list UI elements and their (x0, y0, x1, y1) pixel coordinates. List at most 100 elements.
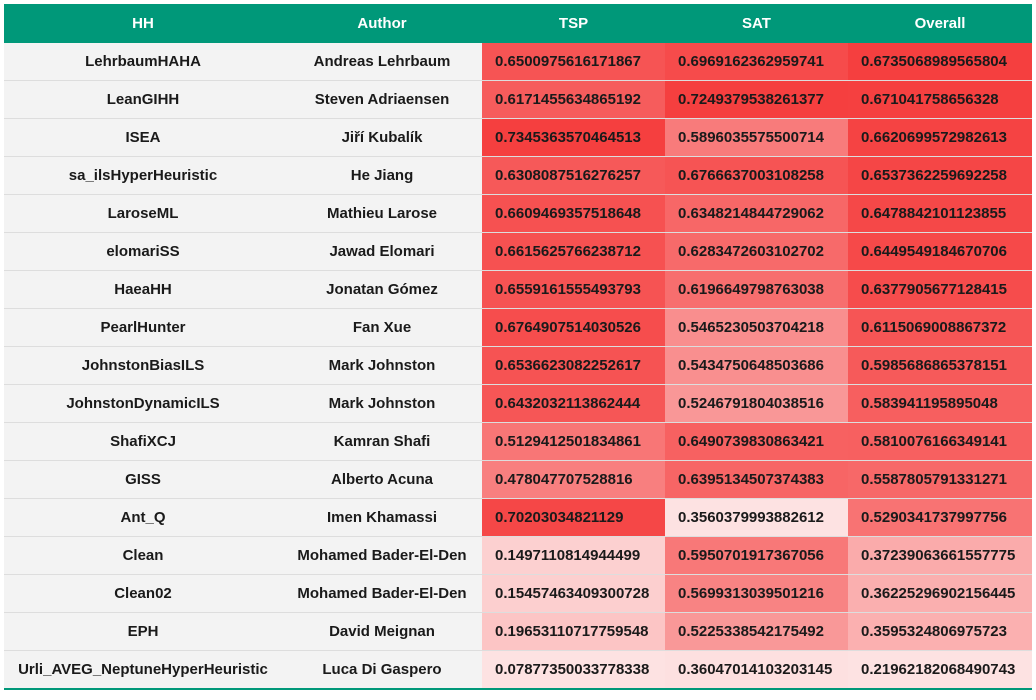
cell-sat: 0.36047014103203145 (665, 650, 848, 690)
cell-author: Mohamed Bader-El-Den (282, 574, 482, 613)
cell-tsp: 0.7345363570464513 (482, 118, 665, 157)
cell-tsp: 0.15457463409300728 (482, 574, 665, 613)
cell-author: He Jiang (282, 156, 482, 195)
table-row: LehrbaumHAHA Andreas Lehrbaum 0.6500975616… (4, 43, 1032, 81)
cell-overall: 0.37239063661557775 (848, 536, 1032, 575)
cell-sat: 0.6283472603102702 (665, 232, 848, 271)
cell-tsp: 0.6171455634865192 (482, 80, 665, 119)
table-row: Urli_AVEG_NeptuneHyperHeuristic Luca Di G… (4, 650, 1032, 690)
cell-hh: Clean (4, 536, 282, 575)
cell-overall: 0.21962182068490743 (848, 650, 1032, 690)
cell-sat: 0.6196649798763038 (665, 270, 848, 309)
cell-hh: Ant_Q (4, 498, 282, 537)
cell-sat: 0.6348214844729062 (665, 194, 848, 233)
cell-tsp: 0.6500975616171867 (482, 43, 665, 81)
cell-sat: 0.5465230503704218 (665, 308, 848, 347)
cell-sat: 0.6969162362959741 (665, 43, 848, 81)
cell-tsp: 0.6615625766238712 (482, 232, 665, 271)
cell-hh: Urli_AVEG_NeptuneHyperHeuristic (4, 650, 282, 690)
header-tsp[interactable]: TSP (482, 4, 665, 43)
table-row: HaeaHH Jonatan Gómez 0.6559161555493793 0.6… (4, 270, 1032, 309)
table-row: sa_ilsHyperHeuristic He Jiang 0.6308087516… (4, 156, 1032, 195)
cell-sat: 0.5246791804038516 (665, 384, 848, 423)
table-row: ISEA Jiří Kubalík 0.7345363570464513 0.5896… (4, 118, 1032, 157)
cell-overall: 0.6735068989565804 (848, 43, 1032, 81)
cell-hh: JohnstonDynamicILS (4, 384, 282, 423)
table-row: GISS Alberto Acuna 0.478047707528816 0.6395… (4, 460, 1032, 499)
cell-overall: 0.5587805791331271 (848, 460, 1032, 499)
cell-overall: 0.6115069008867372 (848, 308, 1032, 347)
cell-author: Alberto Acuna (282, 460, 482, 499)
cell-sat: 0.5225338542175492 (665, 612, 848, 651)
header-author[interactable]: Author (282, 4, 482, 43)
cell-hh: ISEA (4, 118, 282, 157)
table-row: LaroseML Mathieu Larose 0.6609469357518648… (4, 194, 1032, 233)
cell-author: Andreas Lehrbaum (282, 43, 482, 81)
cell-overall: 0.6620699572982613 (848, 118, 1032, 157)
cell-overall: 0.6478842101123855 (848, 194, 1032, 233)
cell-tsp: 0.07877350033778338 (482, 650, 665, 690)
cell-hh: HaeaHH (4, 270, 282, 309)
results-table: HH Author TSP SAT Overall LehrbaumHAHA An… (4, 4, 1032, 690)
cell-overall: 0.36225296902156445 (848, 574, 1032, 613)
header-sat[interactable]: SAT (665, 4, 848, 43)
cell-sat: 0.5896035575500714 (665, 118, 848, 157)
cell-overall: 0.6377905677128415 (848, 270, 1032, 309)
cell-author: David Meignan (282, 612, 482, 651)
cell-tsp: 0.6764907514030526 (482, 308, 665, 347)
cell-author: Jiří Kubalík (282, 118, 482, 157)
cell-tsp: 0.6609469357518648 (482, 194, 665, 233)
cell-author: Jonatan Gómez (282, 270, 482, 309)
cell-author: Mark Johnston (282, 346, 482, 385)
cell-sat: 0.6766637003108258 (665, 156, 848, 195)
cell-overall: 0.5810076166349141 (848, 422, 1032, 461)
table-header: HH Author TSP SAT Overall (4, 4, 1032, 43)
cell-sat: 0.6490739830863421 (665, 422, 848, 461)
table-row: EPH David Meignan 0.19653110717759548 0.522… (4, 612, 1032, 651)
cell-tsp: 0.70203034821129 (482, 498, 665, 537)
cell-sat: 0.5950701917367056 (665, 536, 848, 575)
cell-hh: LehrbaumHAHA (4, 43, 282, 81)
table-row: LeanGIHH Steven Adriaensen 0.6171455634865… (4, 80, 1032, 119)
table-row: JohnstonBiasILS Mark Johnston 0.6536623082… (4, 346, 1032, 385)
cell-overall: 0.6449549184670706 (848, 232, 1032, 271)
cell-author: Luca Di Gaspero (282, 650, 482, 690)
cell-hh: JohnstonBiasILS (4, 346, 282, 385)
table-row: Ant_Q Imen Khamassi 0.70203034821129 0.3560… (4, 498, 1032, 537)
cell-hh: LeanGIHH (4, 80, 282, 119)
cell-sat: 0.6395134507374383 (665, 460, 848, 499)
cell-author: Jawad Elomari (282, 232, 482, 271)
cell-author: Mohamed Bader-El-Den (282, 536, 482, 575)
table-row: PearlHunter Fan Xue 0.6764907514030526 0.54… (4, 308, 1032, 347)
cell-hh: ShafiXCJ (4, 422, 282, 461)
cell-tsp: 0.5129412501834861 (482, 422, 665, 461)
cell-overall: 0.6537362259692258 (848, 156, 1032, 195)
cell-sat: 0.7249379538261377 (665, 80, 848, 119)
cell-sat: 0.5434750648503686 (665, 346, 848, 385)
table-row: JohnstonDynamicILS Mark Johnston 0.6432032… (4, 384, 1032, 423)
table-row: Clean02 Mohamed Bader-El-Den 0.15457463409… (4, 574, 1032, 613)
table-row: ShafiXCJ Kamran Shafi 0.5129412501834861 0.… (4, 422, 1032, 461)
header-overall[interactable]: Overall (848, 4, 1032, 43)
cell-overall: 0.3595324806975723 (848, 612, 1032, 651)
cell-author: Steven Adriaensen (282, 80, 482, 119)
header-hh[interactable]: HH (4, 4, 282, 43)
cell-overall: 0.671041758656328 (848, 80, 1032, 119)
cell-hh: PearlHunter (4, 308, 282, 347)
cell-hh: elomariSS (4, 232, 282, 271)
cell-hh: GISS (4, 460, 282, 499)
cell-tsp: 0.1497110814944499 (482, 536, 665, 575)
header-row: HH Author TSP SAT Overall (4, 4, 1032, 43)
cell-hh: Clean02 (4, 574, 282, 613)
cell-hh: EPH (4, 612, 282, 651)
cell-tsp: 0.6432032113862444 (482, 384, 665, 423)
cell-tsp: 0.6559161555493793 (482, 270, 665, 309)
cell-tsp: 0.478047707528816 (482, 460, 665, 499)
cell-overall: 0.5985686865378151 (848, 346, 1032, 385)
cell-hh: LaroseML (4, 194, 282, 233)
cell-author: Mathieu Larose (282, 194, 482, 233)
cell-author: Mark Johnston (282, 384, 482, 423)
cell-tsp: 0.6536623082252617 (482, 346, 665, 385)
cell-overall: 0.5290341737997756 (848, 498, 1032, 537)
cell-author: Imen Khamassi (282, 498, 482, 537)
